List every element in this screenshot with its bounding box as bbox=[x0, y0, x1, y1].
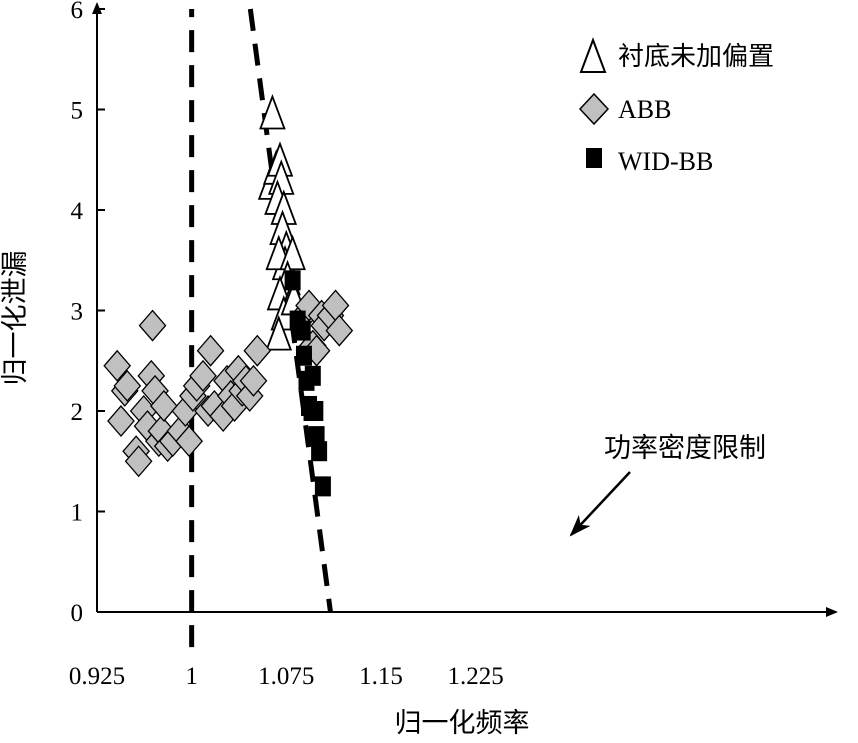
point-wid-bb bbox=[307, 401, 324, 421]
point-abb bbox=[124, 445, 153, 478]
legend-item-1: ABB bbox=[578, 92, 671, 126]
annotation-text: 功率密度限制 bbox=[604, 433, 766, 463]
point-wid-bb bbox=[284, 270, 301, 291]
x-tick-label: 1.075 bbox=[258, 663, 314, 690]
legend-marker-triangle bbox=[579, 37, 607, 73]
x-tick-label: 1.225 bbox=[447, 663, 503, 690]
tick-labels: 0 1 2 3 4 5 6 0.925 1 1.075 1.15 1.225 bbox=[69, 0, 504, 690]
reference-line-1 bbox=[247, 8, 333, 613]
legend-item-2: WID-BB bbox=[586, 147, 713, 176]
legend-item-0: 衬底未加偏置 bbox=[579, 37, 774, 73]
y-axis-title: 归一化泄漏 bbox=[0, 251, 30, 386]
y-tick-label: 4 bbox=[71, 198, 84, 225]
legend-marker-square bbox=[586, 148, 602, 168]
point-abb bbox=[196, 334, 225, 367]
y-tick-label: 5 bbox=[71, 98, 84, 125]
legend-label-1: ABB bbox=[618, 95, 671, 124]
point-abb bbox=[325, 314, 354, 347]
point-abb bbox=[113, 369, 142, 402]
point-abb bbox=[175, 425, 203, 458]
point-unbiased bbox=[279, 234, 306, 271]
y-tick-label: 2 bbox=[71, 399, 84, 426]
legend: 衬底未加偏置 ABB WID-BB bbox=[578, 37, 774, 176]
point-abb bbox=[107, 405, 135, 438]
x-tick-label: 0.925 bbox=[69, 663, 125, 690]
point-wid-bb bbox=[308, 426, 325, 447]
annotation-arrow bbox=[569, 471, 631, 537]
y-tick-label: 1 bbox=[71, 500, 84, 527]
legend-marker-diamond bbox=[578, 92, 610, 126]
x-axis-title: 归一化频率 bbox=[395, 708, 530, 738]
point-wid-bb bbox=[295, 345, 312, 366]
point-abb bbox=[243, 334, 272, 367]
y-tick-label: 0 bbox=[71, 600, 84, 627]
point-unbiased bbox=[259, 93, 286, 130]
legend-label-2: WID-BB bbox=[618, 147, 713, 176]
point-wid-bb bbox=[294, 320, 311, 341]
x-tick-label: 1.15 bbox=[359, 663, 403, 690]
legend-label-0: 衬底未加偏置 bbox=[618, 42, 774, 71]
point-abb bbox=[150, 389, 178, 422]
data-marks bbox=[103, 93, 354, 497]
point-wid-bb bbox=[304, 365, 321, 386]
point-abb bbox=[103, 349, 132, 382]
point-wid-bb bbox=[314, 476, 331, 497]
y-tick-label: 6 bbox=[71, 0, 84, 24]
point-wid-bb bbox=[311, 441, 328, 462]
axes bbox=[92, 2, 838, 617]
annotation-power-density-limit: 功率密度限制 bbox=[569, 433, 766, 537]
point-unbiased bbox=[265, 315, 293, 351]
reference-lines bbox=[189, 8, 333, 648]
point-abb bbox=[189, 359, 217, 392]
y-tick-label: 3 bbox=[71, 299, 84, 326]
point-abb bbox=[239, 364, 268, 397]
x-tick-label: 1 bbox=[185, 663, 198, 690]
point-abb bbox=[138, 309, 167, 342]
